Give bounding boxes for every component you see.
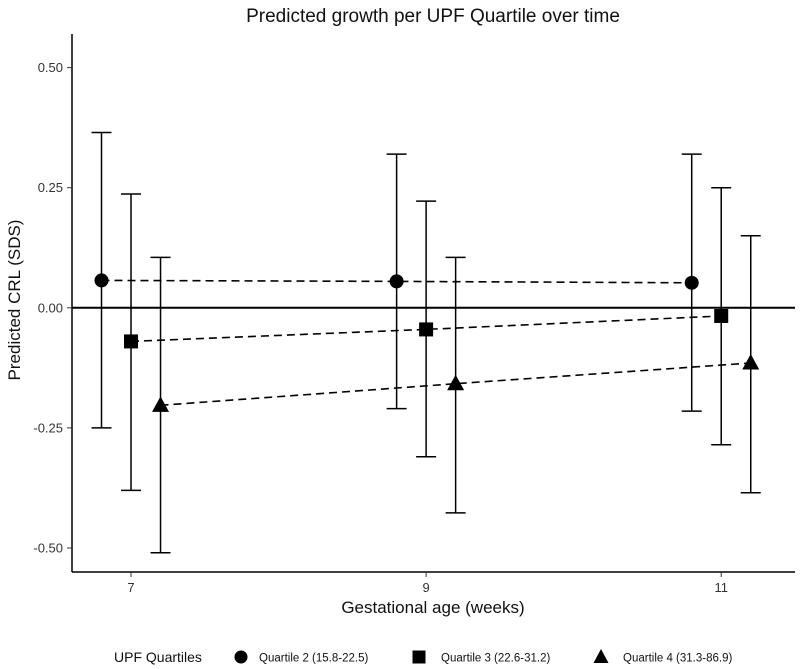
axes: -0.50 -0.25 0.00 0.25 0.50 7 9 11 (33, 34, 795, 595)
x-axis-label: Gestational age (weeks) (341, 598, 524, 617)
legend-entry-quartile-2: Quartile 2 (15.8-22.5) (234, 650, 368, 665)
legend-triangle-marker (593, 649, 609, 663)
legend-title: UPF Quartiles (114, 649, 202, 665)
legend-label-quartile-2: Quartile 2 (15.8-22.5) (259, 653, 368, 665)
data-point-triangle (447, 374, 465, 391)
data-point-circle (389, 274, 404, 289)
series-4-dashed-line (160, 362, 751, 407)
x-tick-label: 9 (423, 580, 430, 595)
legend-entry-quartile-3: Quartile 3 (22.6-31.2) (412, 650, 550, 665)
x-tick-label: 7 (127, 580, 134, 595)
data-point-circle (684, 275, 699, 290)
y-axis-label: Predicted CRL (SDS) (5, 220, 24, 381)
series-3-dashed-line (130, 315, 722, 343)
y-tick-label: -0.50 (33, 540, 63, 555)
legend-label-quartile-3: Quartile 3 (22.6-31.2) (441, 653, 550, 665)
y-tick-label: -0.25 (33, 420, 63, 435)
data-point-triangle (152, 396, 170, 412)
y-tick-label: 0.25 (38, 180, 63, 195)
y-tick-label: 0.50 (38, 60, 63, 75)
x-tick-label: 11 (714, 580, 728, 595)
legend-square-marker (412, 650, 426, 664)
legend-entry-quartile-4: Quartile 4 (31.3-86.9) (593, 649, 732, 665)
chart-marks (91, 131, 761, 554)
series-2-dashed-line (101, 279, 692, 284)
data-point-triangle (742, 354, 760, 370)
chart-title: Predicted growth per UPF Quartile over t… (246, 6, 620, 27)
data-point-square (714, 308, 729, 323)
y-tick-label: 0.00 (38, 300, 63, 315)
data-point-square (124, 334, 139, 349)
legend-label-quartile-4: Quartile 4 (31.3-86.9) (623, 653, 732, 665)
data-point-circle (94, 273, 109, 288)
legend: UPF Quartiles Quartile 2 (15.8-22.5) Qua… (114, 649, 732, 665)
data-point-square (419, 322, 434, 337)
legend-circle-marker (234, 650, 248, 664)
